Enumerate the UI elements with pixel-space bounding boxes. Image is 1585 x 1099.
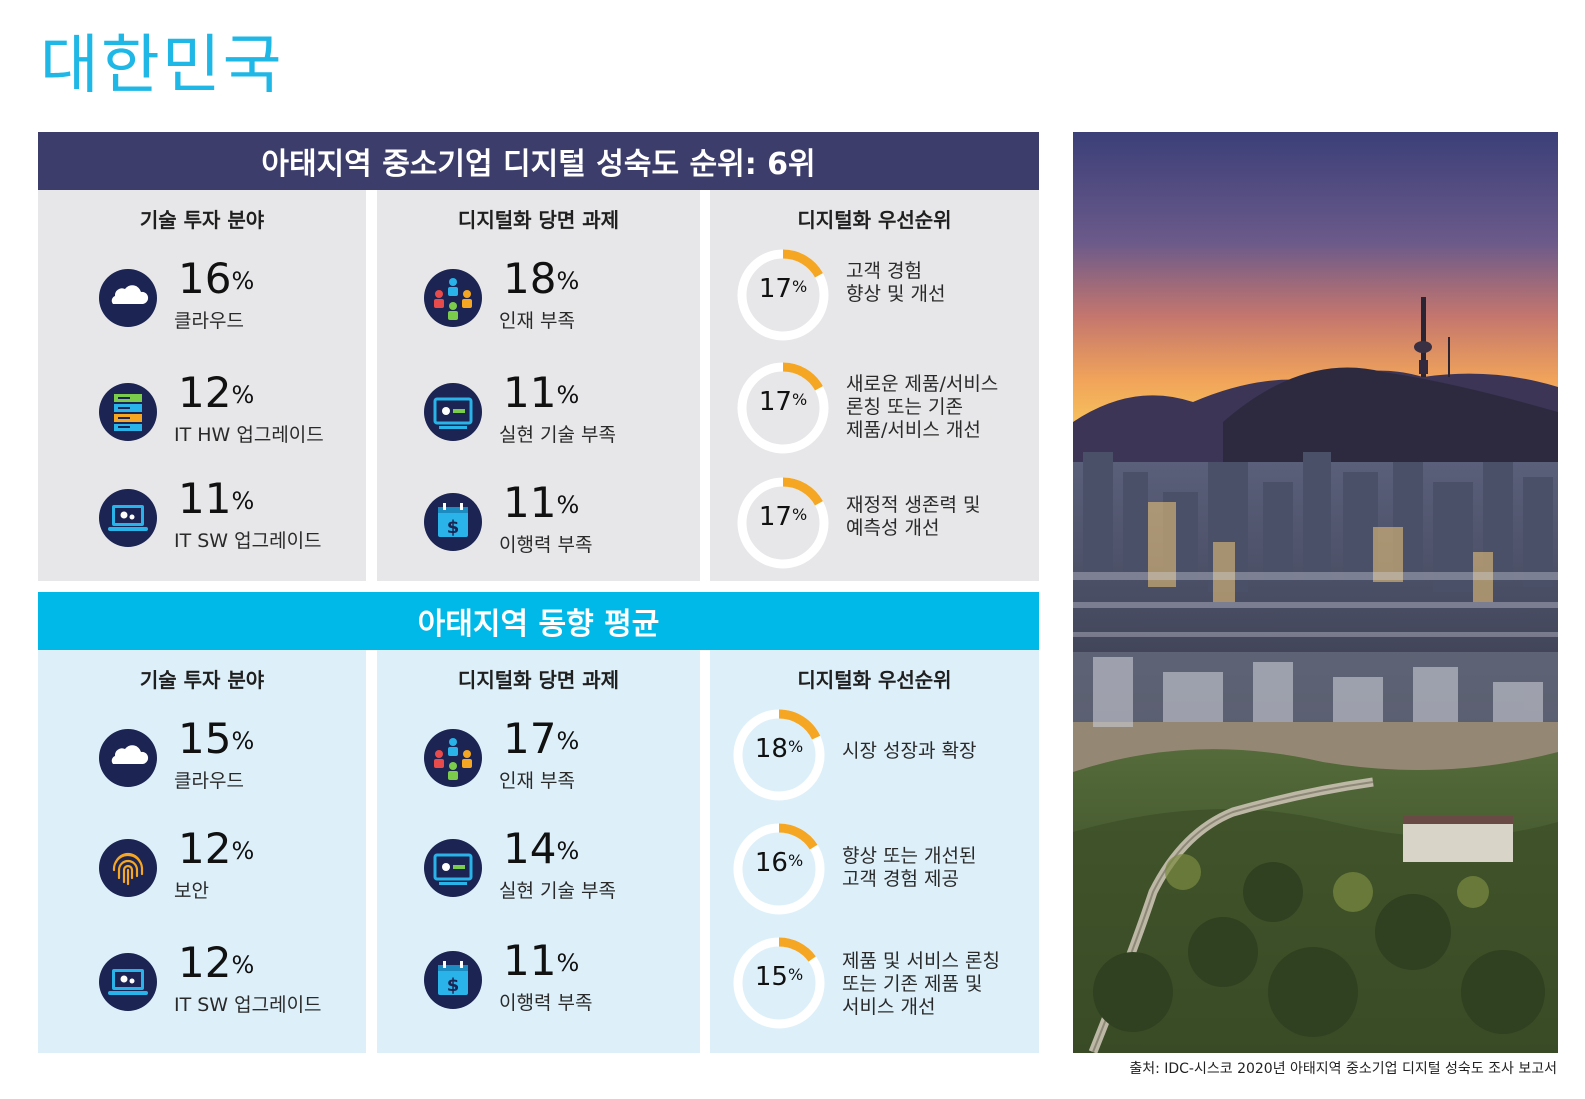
stat-value: 18: [503, 254, 557, 303]
priority-value: 18: [754, 734, 788, 764]
priority-ring: [733, 709, 825, 801]
priority-value: 15: [754, 962, 788, 992]
laptop-gears-icon: [99, 489, 157, 547]
page-title: 대한민국: [40, 29, 284, 103]
korea-priority-panel: 디지털화 우선순위 17% 고객 경험 향상 및 개선 17% 새로운 제품/서비…: [710, 190, 1039, 581]
priority-ring: [733, 937, 825, 1029]
percent-sign: %: [787, 737, 804, 756]
apac-tech-panel: 기술 투자 분야 15% 클라우드 12% 보안: [38, 650, 366, 1053]
stat-label: 인재 부족: [499, 310, 575, 332]
priority-ring-arc: [733, 823, 825, 915]
priority-label: 시장 성장과 확장: [842, 740, 977, 762]
fingerprint-icon: [99, 839, 157, 897]
column-title: 디지털화 우선순위: [797, 668, 952, 692]
priority-ring: [737, 249, 829, 341]
percent-sign: %: [787, 965, 804, 984]
priority-label: 고객 경험 향상 및 개선: [846, 260, 946, 305]
priority-ring-arc: [737, 249, 829, 341]
priority-ring-arc: [737, 477, 829, 569]
apac-priority-panel: 디지털화 우선순위 18% 시장 성장과 확장 16% 향상 또는 개선된 고객 …: [710, 650, 1039, 1053]
column-title: 기술 투자 분야: [139, 668, 265, 692]
percent-sign: %: [556, 491, 580, 519]
stat-value: 15: [178, 714, 232, 763]
screen-tools-icon: [424, 839, 482, 897]
korea-challenge-panel: 디지털화 당면 과제 18% 인재 부족 11% 실현 기술 부족 $: [377, 190, 700, 581]
apac-average-banner: 아태지역 동향 평균: [38, 592, 1039, 650]
percent-sign: %: [556, 949, 580, 977]
priority-value: 17: [758, 387, 792, 417]
percent-sign: %: [556, 837, 580, 865]
cloud-icon: [99, 729, 157, 787]
priority-ring-arc: [737, 362, 829, 454]
stat-value: 12: [178, 368, 232, 417]
priority-label: 새로운 제품/서비스 론칭 또는 기존 제품/서비스 개선: [846, 373, 999, 441]
server-icon: [99, 383, 157, 441]
svg-text:$: $: [447, 975, 460, 996]
priority-ring: [737, 362, 829, 454]
percent-sign: %: [231, 727, 255, 755]
priority-ring-arc: [733, 709, 825, 801]
priority-ring-arc: [733, 937, 825, 1029]
percent-sign: %: [556, 727, 580, 755]
stat-value: 12: [178, 938, 232, 987]
priority-ring: [733, 823, 825, 915]
percent-sign: %: [791, 505, 808, 524]
korea-ranking-banner: 아태지역 중소기업 디지털 성숙도 순위: 6위: [38, 132, 1039, 190]
people-network-icon: [424, 269, 482, 327]
column-title: 디지털화 당면 과제: [457, 668, 620, 692]
stat-value: 11: [503, 478, 557, 527]
stat-label: 클라우드: [174, 310, 244, 332]
source-note: 출처: IDC-시스코 2020년 아태지역 중소기업 디지털 성숙도 조사 보…: [1129, 1061, 1557, 1077]
stat-label: 실현 기술 부족: [499, 880, 616, 902]
stat-value: 11: [178, 474, 232, 523]
column-title: 기술 투자 분야: [139, 208, 265, 232]
column-title: 디지털화 당면 과제: [457, 208, 620, 232]
stat-value: 17: [503, 714, 557, 763]
priority-value: 16: [754, 848, 788, 878]
stat-label: 보안: [174, 880, 209, 902]
percent-sign: %: [231, 487, 255, 515]
percent-sign: %: [231, 381, 255, 409]
apac-challenge-panel: 디지털화 당면 과제 17% 인재 부족 14% 실현 기술 부족 $: [377, 650, 700, 1053]
percent-sign: %: [231, 837, 255, 865]
percent-sign: %: [787, 851, 804, 870]
priority-value: 17: [758, 502, 792, 532]
percent-sign: %: [231, 267, 255, 295]
percent-sign: %: [791, 390, 808, 409]
screen-tools-icon: [424, 383, 482, 441]
stat-value: 16: [178, 254, 232, 303]
stat-label: 실현 기술 부족: [499, 424, 616, 446]
priority-value: 17: [758, 274, 792, 304]
stat-label: IT SW 업그레이드: [174, 994, 322, 1016]
priority-label: 재정적 생존력 및 예측성 개선: [846, 494, 981, 539]
priority-label: 향상 또는 개선된 고객 경험 제공: [842, 845, 977, 890]
stat-label: IT SW 업그레이드: [174, 530, 322, 552]
stat-label: IT HW 업그레이드: [174, 424, 324, 446]
calendar-dollar-icon: $: [424, 951, 482, 1009]
seoul-cityscape-photo: [1073, 132, 1558, 1053]
cloud-icon: [99, 269, 157, 327]
percent-sign: %: [231, 951, 255, 979]
percent-sign: %: [791, 277, 808, 296]
priority-label: 제품 및 서비스 론칭 또는 기존 제품 및 서비스 개선: [842, 950, 1000, 1018]
korea-tech-panel: 기술 투자 분야 16% 클라우드 12% IT HW 업그레이드 11% IT: [38, 190, 366, 581]
column-title: 디지털화 우선순위: [797, 208, 952, 232]
stat-label: 이행력 부족: [499, 534, 593, 556]
stat-value: 14: [503, 824, 557, 873]
people-network-icon: [424, 729, 482, 787]
stat-label: 클라우드: [174, 770, 244, 792]
stat-value: 11: [503, 936, 557, 985]
stat-value: 11: [503, 368, 557, 417]
stat-value: 12: [178, 824, 232, 873]
laptop-gears-icon: [99, 953, 157, 1011]
percent-sign: %: [556, 381, 580, 409]
svg-text:$: $: [447, 517, 460, 538]
stat-label: 인재 부족: [499, 770, 575, 792]
percent-sign: %: [556, 267, 580, 295]
calendar-dollar-icon: $: [424, 493, 482, 551]
priority-ring: [737, 477, 829, 569]
stat-label: 이행력 부족: [499, 992, 593, 1014]
